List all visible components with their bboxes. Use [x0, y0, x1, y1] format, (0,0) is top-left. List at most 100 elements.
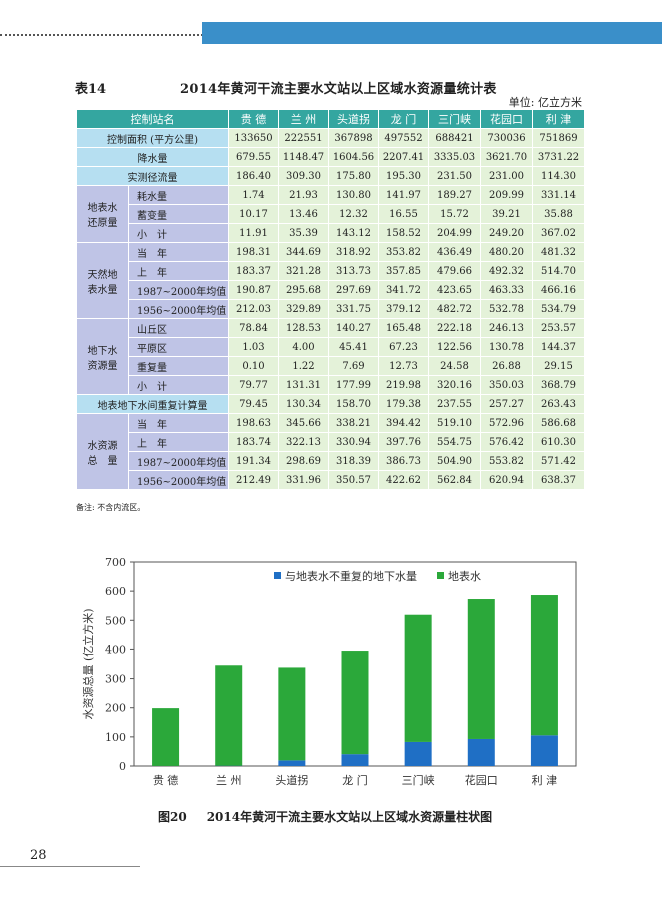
table-cell: 133650 — [228, 128, 279, 148]
table-row: 重复量 0.10 1.22 7.69 12.73 24.58 26.88 29.15 — [77, 356, 585, 376]
table-cell: 322.13 — [278, 432, 329, 452]
table-cell: 263.43 — [532, 394, 585, 414]
table-cell: 39.21 — [480, 204, 533, 224]
table-cell: 35.39 — [278, 223, 329, 243]
table-cell: 331.14 — [532, 185, 585, 205]
row-label: 上 年 — [128, 432, 229, 452]
table-number: 表14 — [75, 82, 107, 97]
x-tick-label: 贵 德 — [153, 773, 179, 787]
legend-swatch — [437, 572, 444, 579]
table-cell: 122.56 — [428, 337, 481, 357]
bar-surface — [467, 599, 495, 739]
y-tick-label: 0 — [119, 760, 126, 773]
row-label: 当 年 — [128, 413, 229, 433]
table-cell: 331.96 — [278, 470, 329, 490]
table-row: 降水量 679.55 1148.47 1604.56 2207.41 3335.03 362… — [76, 147, 585, 167]
table-cell: 1.03 — [228, 337, 279, 357]
table-cell: 318.39 — [328, 451, 379, 471]
x-tick-label: 利 津 — [532, 774, 558, 787]
table-row: 蓄变量 10.17 13.46 12.32 16.55 15.72 39.21 35.88 — [77, 204, 585, 224]
station-col-header: 龙 门 — [378, 109, 429, 129]
row-label: 小 计 — [128, 223, 229, 243]
y-tick-label: 600 — [105, 585, 126, 598]
table-row: 小 计 11.91 35.39 143.12 158.52 204.99 249.20 367… — [77, 223, 585, 243]
figure-number: 图20 — [158, 810, 187, 824]
figure-title: 2014年黄河干流主要水文站以上区域水资源量柱状图 — [206, 810, 493, 824]
table-cell: 190.87 — [228, 280, 279, 300]
station-col-header: 花园口 — [480, 109, 533, 129]
table-row: 1956~2000年均值 212.49 331.96 350.57 422.62 562.… — [77, 470, 585, 490]
table-cell: 751869 — [532, 128, 585, 148]
row-group-label-line: 资源量 — [87, 360, 118, 372]
row-label: 1956~2000年均值 — [128, 299, 229, 319]
table-cell: 313.73 — [328, 261, 379, 281]
table-cell: 26.88 — [480, 356, 533, 376]
table-row: 1987~2000年均值 191.34 298.69 318.39 386.73 504.… — [77, 451, 585, 471]
row-label: 山丘区 — [128, 318, 229, 338]
y-tick-label: 300 — [105, 673, 126, 686]
table-cell: 331.75 — [328, 299, 379, 319]
table-cell: 679.55 — [228, 147, 279, 167]
table-cell: 1148.47 — [278, 147, 329, 167]
station-header: 控制站名 — [76, 109, 229, 129]
y-tick-label: 400 — [105, 643, 126, 656]
table-cell: 572.96 — [480, 413, 533, 433]
y-tick-label: 700 — [105, 556, 126, 569]
table-cell: 481.32 — [532, 242, 585, 262]
stacked-bar-chart: 0 100 200 300 400 500 600 700 水资源总量 (亿立方米) 贵 德 兰 州… — [76, 550, 584, 802]
table-cell: 79.77 — [228, 375, 279, 395]
table-cell: 386.73 — [378, 451, 429, 471]
table-cell: 79.45 — [228, 394, 279, 414]
table-cell: 204.99 — [428, 223, 481, 243]
table-cell: 212.49 — [228, 470, 279, 490]
y-axis-label: 水资源总量 (亿立方米) — [81, 608, 95, 719]
table-cell: 67.23 — [378, 337, 429, 357]
table-cell: 249.20 — [480, 223, 533, 243]
y-tick-label: 200 — [105, 702, 126, 715]
table-cell: 130.78 — [480, 337, 533, 357]
table-cell: 198.63 — [228, 413, 279, 433]
table-cell: 295.68 — [278, 280, 329, 300]
table-cell: 198.31 — [228, 242, 279, 262]
table-cell: 610.30 — [532, 432, 585, 452]
table-cell: 222551 — [278, 128, 329, 148]
x-tick-label: 花园口 — [465, 774, 498, 787]
table-cell: 1604.56 — [328, 147, 379, 167]
table-row: 1956~2000年均值 212.03 329.89 331.75 379.12 482.… — [77, 299, 585, 319]
table-row: 地表地下水间重复计算量 79.45 130.34 158.70 179.38 237.55… — [76, 394, 585, 414]
row-label: 1987~2000年均值 — [128, 451, 229, 471]
table-cell: 394.42 — [378, 413, 429, 433]
table-cell: 231.00 — [480, 166, 533, 186]
table-cell: 367.02 — [532, 223, 585, 243]
table-unit: 单位: 亿立方米 — [508, 96, 582, 109]
table-cell: 3731.22 — [532, 147, 585, 167]
table-cell: 345.66 — [278, 413, 329, 433]
table-cell: 3335.03 — [428, 147, 481, 167]
station-col-header: 兰 州 — [278, 109, 329, 129]
row-label: 降水量 — [76, 147, 229, 167]
table-cell: 253.57 — [532, 318, 585, 338]
row-label: 上 年 — [128, 261, 229, 281]
table-row: 控制面积 (平方公里) 133650 222551 367898 497552 68842… — [76, 128, 585, 148]
row-label: 地表地下水间重复计算量 — [76, 394, 229, 414]
table-row: 地表水 还原量 耗水量 1.74 21.93 130.80 141.97 189.27 209.… — [76, 185, 585, 243]
table-cell: 492.32 — [480, 261, 533, 281]
row-label: 蓄变量 — [128, 204, 229, 224]
table-cell: 466.16 — [532, 280, 585, 300]
table-cell: 350.57 — [328, 470, 379, 490]
row-label: 1956~2000年均值 — [128, 470, 229, 490]
top-dotted-rule — [0, 34, 235, 36]
row-label: 实测径流量 — [76, 166, 229, 186]
table-cell: 237.55 — [428, 394, 481, 414]
row-label: 平原区 — [128, 337, 229, 357]
table-cell: 45.41 — [328, 337, 379, 357]
top-color-band — [202, 22, 662, 44]
table-cell: 189.27 — [428, 185, 481, 205]
table-cell: 209.99 — [480, 185, 533, 205]
table-cell: 321.28 — [278, 261, 329, 281]
table-cell: 186.40 — [228, 166, 279, 186]
row-group-label-line: 天然地 — [87, 269, 118, 281]
table-cell: 231.50 — [428, 166, 481, 186]
table-cell: 12.73 — [378, 356, 429, 376]
bar-surface — [278, 667, 306, 761]
